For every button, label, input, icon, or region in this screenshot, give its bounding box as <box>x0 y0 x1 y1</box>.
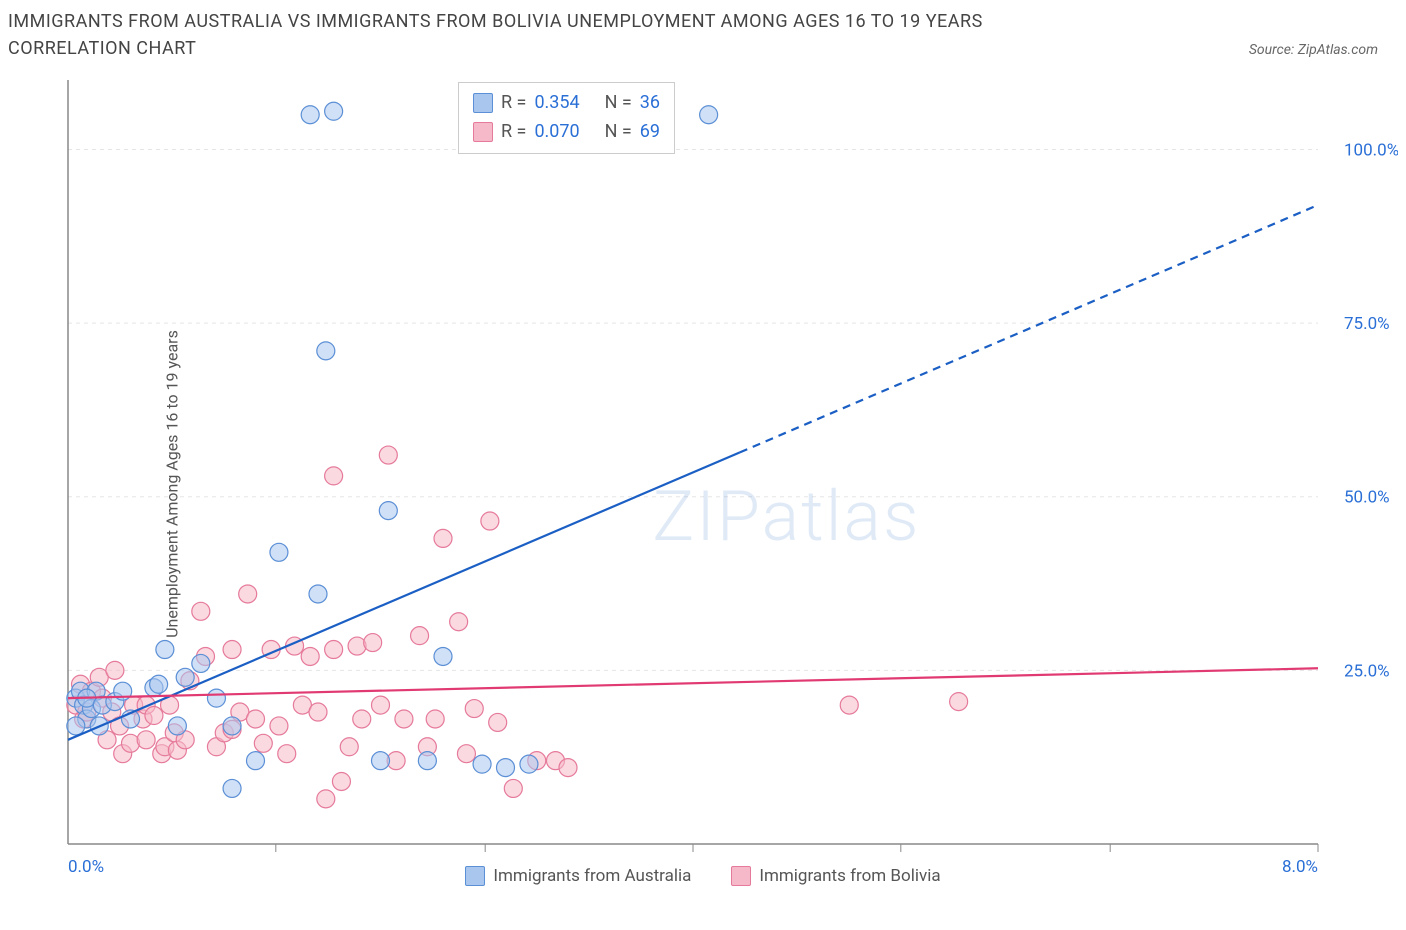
svg-text:8.0%: 8.0% <box>1282 857 1318 877</box>
chart-title: IMMIGRANTS FROM AUSTRALIA VS IMMIGRANTS … <box>8 8 1108 62</box>
legend-n-value: 69 <box>640 118 660 147</box>
svg-text:75.0%: 75.0% <box>1344 314 1390 334</box>
scatter-chart: 0.0% 8.0% 25.0% 50.0% 75.0% 100.0% <box>8 74 1398 894</box>
legend-r-label: R = <box>501 118 526 147</box>
legend-row-bolivia: R = 0.070 N = 69 <box>473 118 660 147</box>
legend-n-label: N = <box>605 89 632 118</box>
legend-n-value: 36 <box>640 89 660 118</box>
swatch-icon <box>473 122 493 142</box>
svg-text:0.0%: 0.0% <box>68 857 104 877</box>
chart-container: Unemployment Among Ages 16 to 19 years 0… <box>8 74 1398 894</box>
legend-r-value: 0.070 <box>534 118 579 147</box>
legend-r-value: 0.354 <box>534 89 579 118</box>
svg-text:50.0%: 50.0% <box>1344 488 1390 508</box>
svg-text:100.0%: 100.0% <box>1344 140 1398 160</box>
correlation-legend: R = 0.354 N = 36 R = 0.070 N = 69 <box>458 82 675 154</box>
source-attribution: Source: ZipAtlas.com <box>1249 42 1398 62</box>
legend-n-label: N = <box>605 118 632 147</box>
legend-r-label: R = <box>501 89 526 118</box>
svg-text:25.0%: 25.0% <box>1344 661 1390 681</box>
legend-row-australia: R = 0.354 N = 36 <box>473 89 660 118</box>
swatch-icon <box>473 93 493 113</box>
y-axis-label: Unemployment Among Ages 16 to 19 years <box>162 330 181 638</box>
